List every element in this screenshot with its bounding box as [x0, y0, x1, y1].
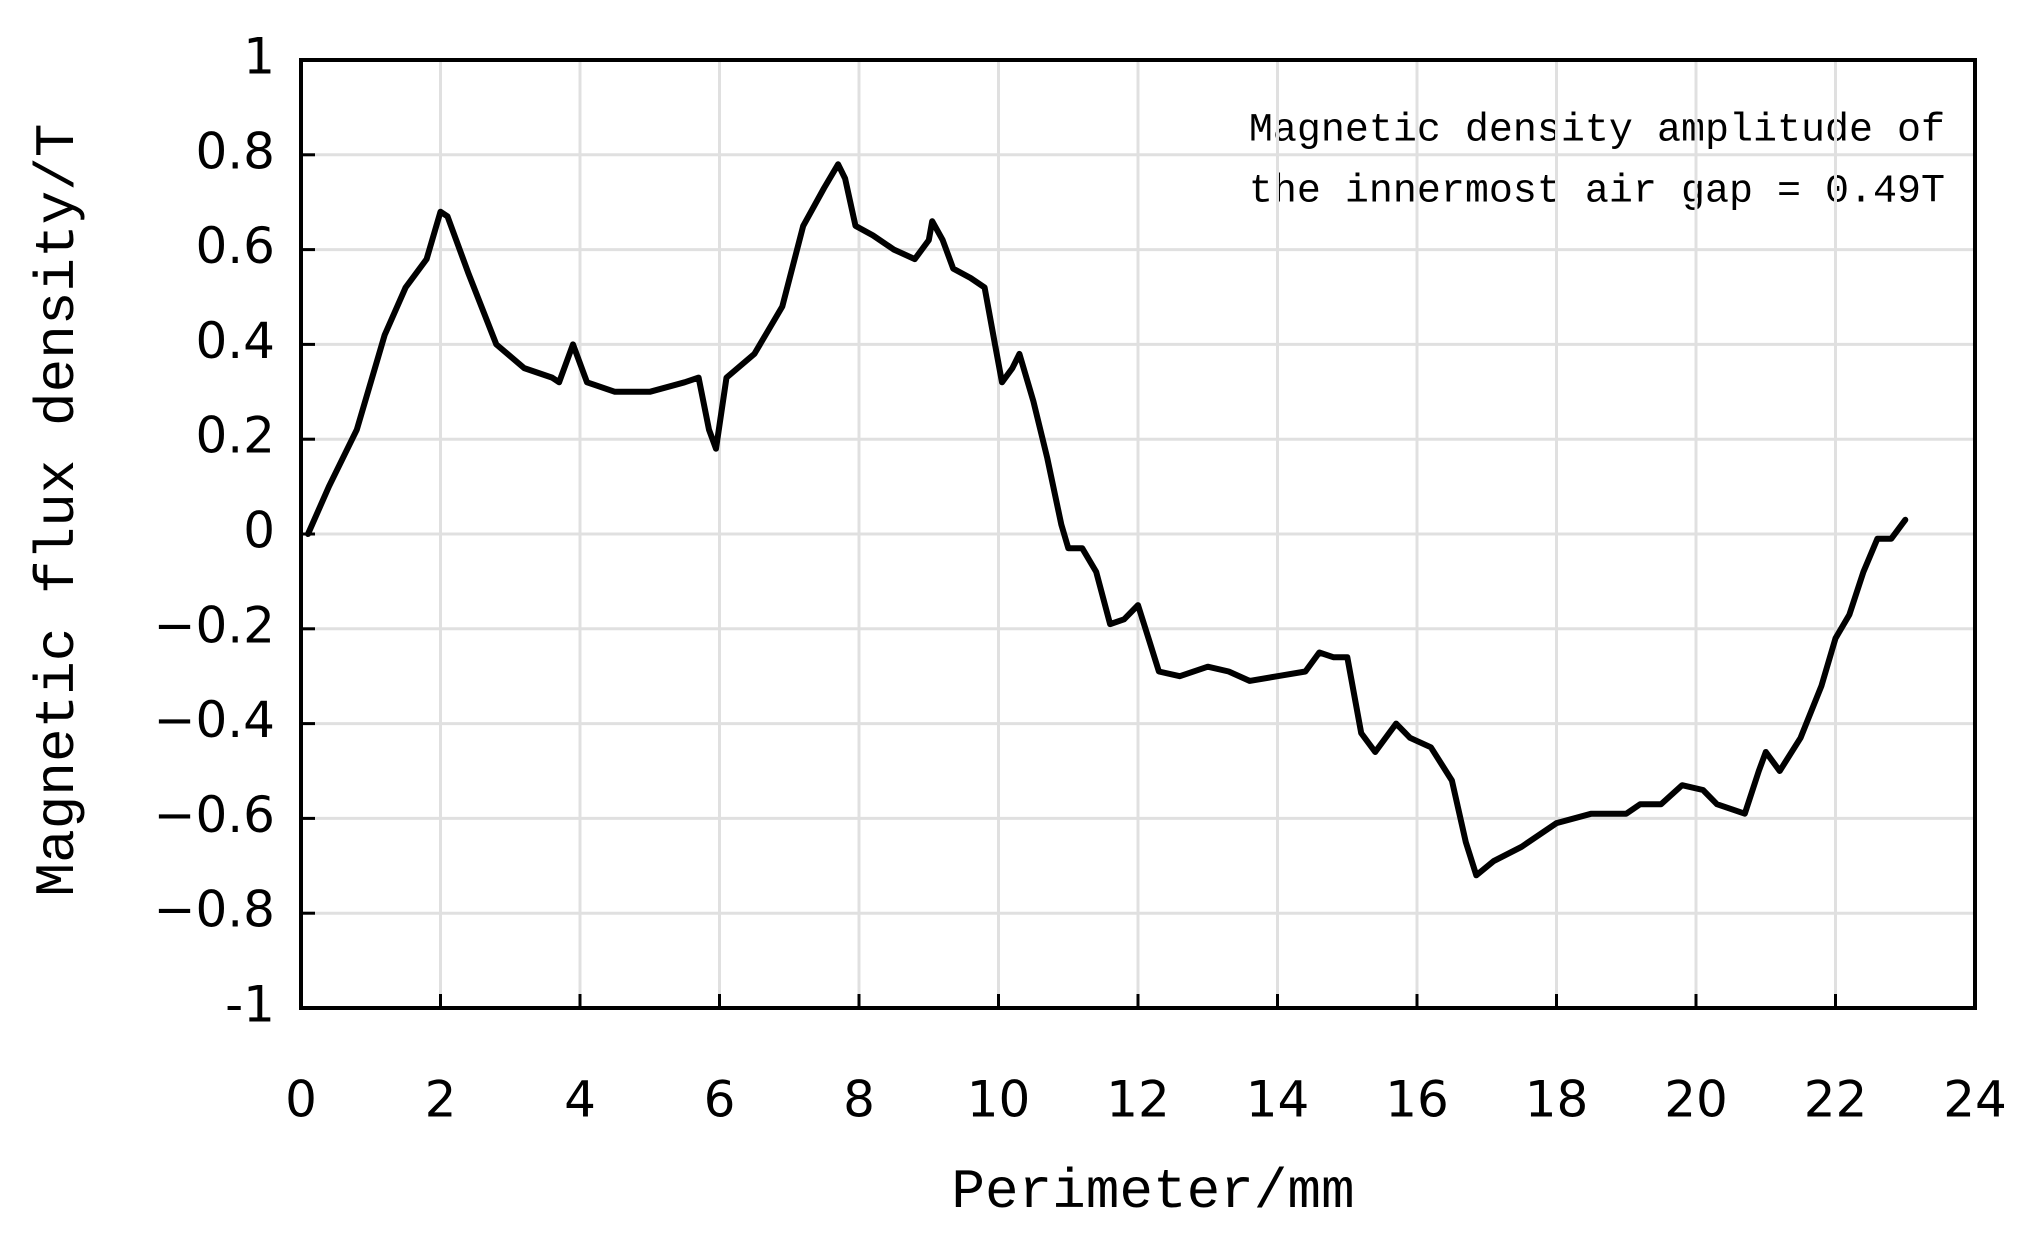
y-tick-label: −0.2 — [154, 596, 275, 654]
y-tick-label: 0.2 — [195, 407, 275, 465]
y-tick-label: 1 — [243, 28, 275, 86]
data-line — [305, 161, 1909, 879]
x-tick-label: 16 — [1385, 1071, 1449, 1129]
y-tick-label: 0.8 — [195, 122, 275, 180]
plot-frame — [299, 58, 1977, 1010]
y-tick-label: 0.6 — [195, 217, 275, 275]
x-tick-label: 2 — [425, 1071, 457, 1129]
x-tick-label: 4 — [564, 1071, 596, 1129]
y-tick-label: −0.8 — [154, 881, 275, 939]
x-tick-label: 14 — [1246, 1071, 1310, 1129]
y-tick-label: −0.4 — [154, 691, 275, 749]
x-tick-label: 6 — [704, 1071, 736, 1129]
x-tick-label: 10 — [967, 1071, 1031, 1129]
x-tick-label: 12 — [1106, 1071, 1170, 1129]
x-tick-label: 24 — [1943, 1071, 2007, 1129]
y-axis-label: Magnetic flux density/T — [26, 124, 90, 897]
annotation: Magnetic density amplitude of — [1249, 109, 1945, 154]
annotation: the innermost air gap = 0.49T — [1249, 170, 1945, 215]
y-tick-label: -1 — [225, 976, 275, 1034]
x-tick-label: 22 — [1804, 1071, 1868, 1129]
x-tick-label: 20 — [1664, 1071, 1728, 1129]
x-tick-label: 8 — [843, 1071, 875, 1129]
x-tick-label: 18 — [1525, 1071, 1589, 1129]
y-tick-label: 0 — [243, 502, 275, 560]
x-axis-label: Perimeter/mm — [951, 1160, 1354, 1224]
y-tick-label: 0.4 — [195, 312, 275, 370]
y-tick-label: −0.6 — [154, 786, 275, 844]
x-tick-label: 0 — [285, 1071, 317, 1129]
